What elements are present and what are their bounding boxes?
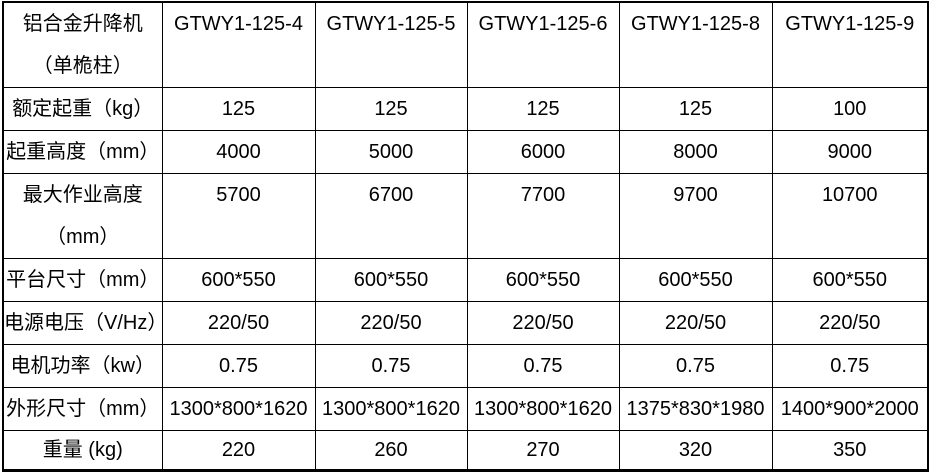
spec-cell: 125 xyxy=(314,87,468,131)
spec-cell: 220/50 xyxy=(314,301,468,345)
spec-cell: 1300*800*1620 xyxy=(466,387,620,431)
model-header-4: GTWY1-125-8 xyxy=(618,1,773,88)
row-label-overall-dimensions: 外形尺寸（mm） xyxy=(2,387,163,431)
spec-cell: 270 xyxy=(466,430,620,471)
row-label-weight: 重量 (kg) xyxy=(2,430,163,471)
spec-cell: 0.75 xyxy=(314,344,468,388)
spec-cell: 9000 xyxy=(771,130,929,174)
model-header-5: GTWY1-125-9 xyxy=(771,1,929,88)
spec-cell: 220/50 xyxy=(161,301,316,345)
spec-cell: 600*550 xyxy=(314,258,468,302)
product-name-line2: （单桅柱） xyxy=(32,55,133,77)
spec-cell: 8000 xyxy=(618,130,773,174)
spec-cell: 0.75 xyxy=(466,344,620,388)
row-label-rated-load: 额定起重（kg） xyxy=(2,87,163,131)
table-row-lift-height: 起重高度（mm） 4000 5000 6000 8000 9000 xyxy=(2,130,929,174)
spec-cell: 10700 xyxy=(771,173,929,259)
spec-cell: 1400*900*2000 xyxy=(771,387,929,431)
row-label-motor-power: 电机功率（kw） xyxy=(2,344,163,388)
table-row-max-working-height: 最大作业高度 （mm） 5700 6700 7700 9700 10700 xyxy=(2,173,929,259)
spec-cell: 4000 xyxy=(161,130,316,174)
spec-cell: 0.75 xyxy=(618,344,773,388)
spec-cell: 350 xyxy=(771,430,929,471)
spec-cell: 220/50 xyxy=(466,301,620,345)
spec-cell: 1300*800*1620 xyxy=(161,387,316,431)
spec-cell: 125 xyxy=(161,87,316,131)
table-row-power-voltage: 电源电压（V/Hz） 220/50 220/50 220/50 220/50 2… xyxy=(2,301,929,345)
spec-cell: 600*550 xyxy=(466,258,620,302)
product-name-line1: 铝合金升降机 xyxy=(22,13,143,35)
row-label-power-voltage: 电源电压（V/Hz） xyxy=(2,301,163,345)
spec-cell: 5700 xyxy=(161,173,316,259)
spec-cell: 5000 xyxy=(314,130,468,174)
row-label-line2: （mm） xyxy=(46,226,120,248)
model-header-2: GTWY1-125-5 xyxy=(314,1,468,88)
spec-cell: 320 xyxy=(618,430,773,471)
table-row-platform-size: 平台尺寸（mm） 600*550 600*550 600*550 600*550… xyxy=(2,258,929,302)
spec-cell: 125 xyxy=(618,87,773,131)
table-row-weight: 重量 (kg) 220 260 270 320 350 xyxy=(2,430,929,471)
spec-cell: 600*550 xyxy=(161,258,316,302)
model-header-3: GTWY1-125-6 xyxy=(466,1,620,88)
spec-cell: 220/50 xyxy=(618,301,773,345)
table-row-motor-power: 电机功率（kw） 0.75 0.75 0.75 0.75 0.75 xyxy=(2,344,929,388)
spec-cell: 6700 xyxy=(314,173,468,259)
row-label-line1: 最大作业高度 xyxy=(22,184,143,206)
model-header-1: GTWY1-125-4 xyxy=(161,1,316,88)
spec-cell: 260 xyxy=(314,430,468,471)
spec-cell: 600*550 xyxy=(771,258,929,302)
row-label-platform-size: 平台尺寸（mm） xyxy=(2,258,163,302)
spec-cell: 1375*830*1980 xyxy=(618,387,773,431)
table-row-rated-load: 额定起重（kg） 125 125 125 125 100 xyxy=(2,87,929,131)
table-row-overall-dimensions: 外形尺寸（mm） 1300*800*1620 1300*800*1620 130… xyxy=(2,387,929,431)
spec-cell: 100 xyxy=(771,87,929,131)
spec-cell: 125 xyxy=(466,87,620,131)
spec-cell: 0.75 xyxy=(771,344,929,388)
corner-cell: 铝合金升降机 （单桅柱） xyxy=(2,1,163,88)
spec-cell: 220 xyxy=(161,430,316,471)
spec-cell: 6000 xyxy=(466,130,620,174)
spec-cell: 220/50 xyxy=(771,301,929,345)
spec-cell: 7700 xyxy=(466,173,620,259)
row-label-lift-height: 起重高度（mm） xyxy=(2,130,163,174)
spec-cell: 9700 xyxy=(618,173,773,259)
spec-cell: 0.75 xyxy=(161,344,316,388)
spec-cell: 1300*800*1620 xyxy=(314,387,468,431)
spec-cell: 600*550 xyxy=(618,258,773,302)
row-label-max-working-height: 最大作业高度 （mm） xyxy=(2,173,163,259)
header-row: 铝合金升降机 （单桅柱） GTWY1-125-4 GTWY1-125-5 GTW… xyxy=(2,1,929,88)
